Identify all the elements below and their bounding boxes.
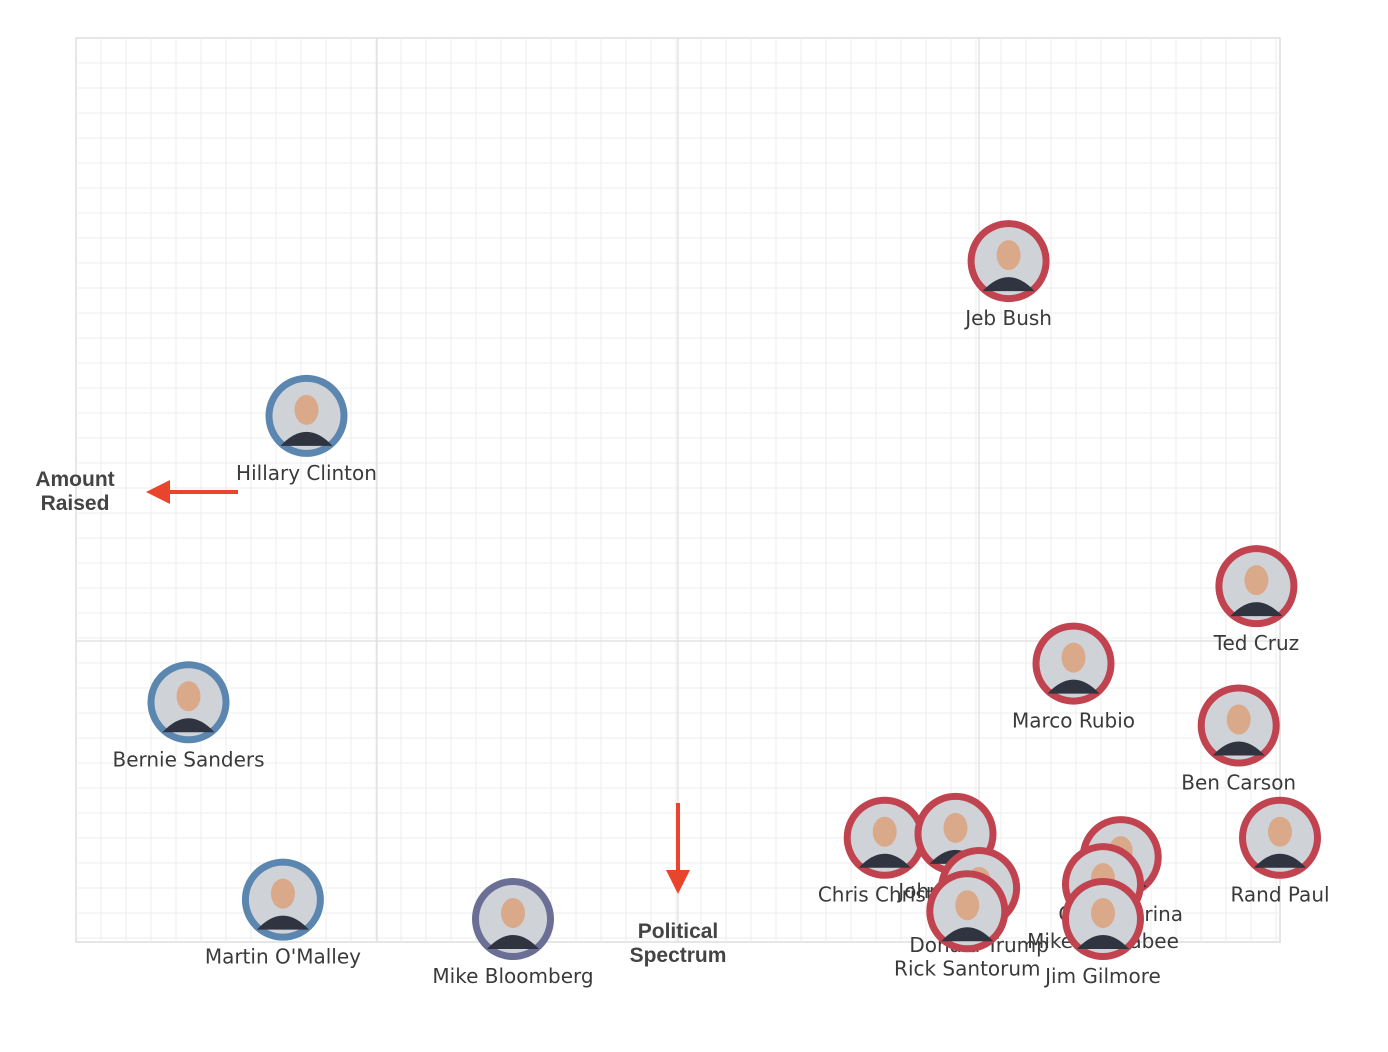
candidate-name-label: Mike Bloomberg [432, 964, 593, 988]
portrait-face [1091, 898, 1115, 928]
portrait-shoulders [280, 431, 333, 446]
portrait-face [1061, 642, 1086, 673]
portrait-face [1226, 704, 1251, 735]
candidate-marker[interactable]: Bernie Sanders [112, 661, 265, 771]
candidate-name-label: Marco Rubio [1012, 709, 1135, 733]
candidate-name-label: Jeb Bush [963, 306, 1052, 330]
y-axis-arrow-head [146, 480, 170, 504]
candidate-name-label: Rand Paul [1230, 883, 1329, 907]
portrait-shoulders [982, 277, 1035, 292]
y-axis-label-line: Raised [41, 492, 110, 515]
portrait-shoulders [1077, 935, 1129, 949]
candidate-marker[interactable]: Marco Rubio [1012, 622, 1135, 733]
portrait-face [294, 394, 319, 425]
y-axis-label-line: Amount [35, 468, 114, 491]
x-axis-label-line: Political [638, 920, 719, 943]
candidate-marker[interactable]: Ted Cruz [1213, 545, 1300, 655]
portrait-face [943, 812, 968, 843]
candidate-name-label: Jim Gilmore [1043, 964, 1161, 988]
x-axis-label-line: Spectrum [630, 944, 727, 967]
candidate-marker[interactable]: Hillary Clinton [236, 374, 377, 485]
portrait-face [996, 240, 1021, 271]
candidate-marker[interactable]: Jeb Bush [963, 220, 1052, 330]
candidate-name-label: Hillary Clinton [236, 461, 377, 485]
portrait-face [1268, 816, 1292, 847]
candidate-points: Jeb Bush Hillary Clinton Ted Cruz Marco Rub… [112, 220, 1330, 988]
plot-grid [75, 37, 1281, 943]
candidate-name-label: Rick Santorum [894, 956, 1040, 980]
axis-arrows [146, 480, 690, 894]
portrait-face [501, 898, 525, 928]
candidate-marker[interactable]: Jim Gilmore [1043, 878, 1161, 988]
portrait-face [1244, 565, 1269, 596]
portrait-shoulders [1047, 679, 1100, 694]
portrait-shoulders [858, 853, 911, 868]
portrait-face [872, 816, 897, 847]
portrait-face [176, 681, 201, 712]
candidate-name-label: Bernie Sanders [112, 747, 264, 771]
candidate-name-label: Martin O'Malley [205, 945, 361, 969]
candidate-marker[interactable]: Rick Santorum [894, 870, 1041, 980]
portrait-shoulders [162, 718, 215, 733]
portrait-shoulders [487, 935, 539, 949]
portrait-shoulders [1254, 853, 1306, 868]
portrait-shoulders [1212, 741, 1265, 756]
candidate-marker[interactable]: Ben Carson [1181, 684, 1296, 795]
candidate-marker[interactable]: Mike Bloomberg [432, 878, 594, 988]
candidate-marker[interactable]: Rand Paul [1230, 796, 1330, 907]
portrait-face [955, 890, 980, 921]
candidate-name-label: Ben Carson [1181, 771, 1296, 795]
candidate-marker[interactable]: Martin O'Malley [205, 858, 361, 969]
candidate-name-label: Ted Cruz [1213, 631, 1300, 655]
portrait-shoulders [256, 915, 309, 930]
portrait-face [270, 878, 295, 909]
x-axis-arrow-head [666, 870, 690, 894]
portrait-shoulders [1230, 602, 1283, 617]
portrait-shoulders [941, 927, 994, 942]
